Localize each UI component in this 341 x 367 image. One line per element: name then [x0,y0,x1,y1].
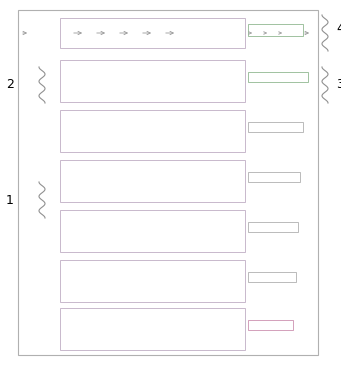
Bar [18,10,318,355]
Text: 4: 4 [336,22,341,34]
Bar [248,172,300,182]
Bar [60,18,245,48]
Text: 2: 2 [6,79,14,91]
Bar [60,260,245,302]
Text: 1: 1 [6,193,14,207]
Bar [248,320,293,330]
Bar [60,308,245,350]
Bar [248,272,296,282]
Bar [60,110,245,152]
Bar [60,210,245,252]
Text: 3: 3 [336,79,341,91]
Bar [248,72,308,82]
Bar [248,122,303,132]
Bar [248,24,303,36]
Bar [60,160,245,202]
Bar [60,60,245,102]
Bar [248,222,298,232]
